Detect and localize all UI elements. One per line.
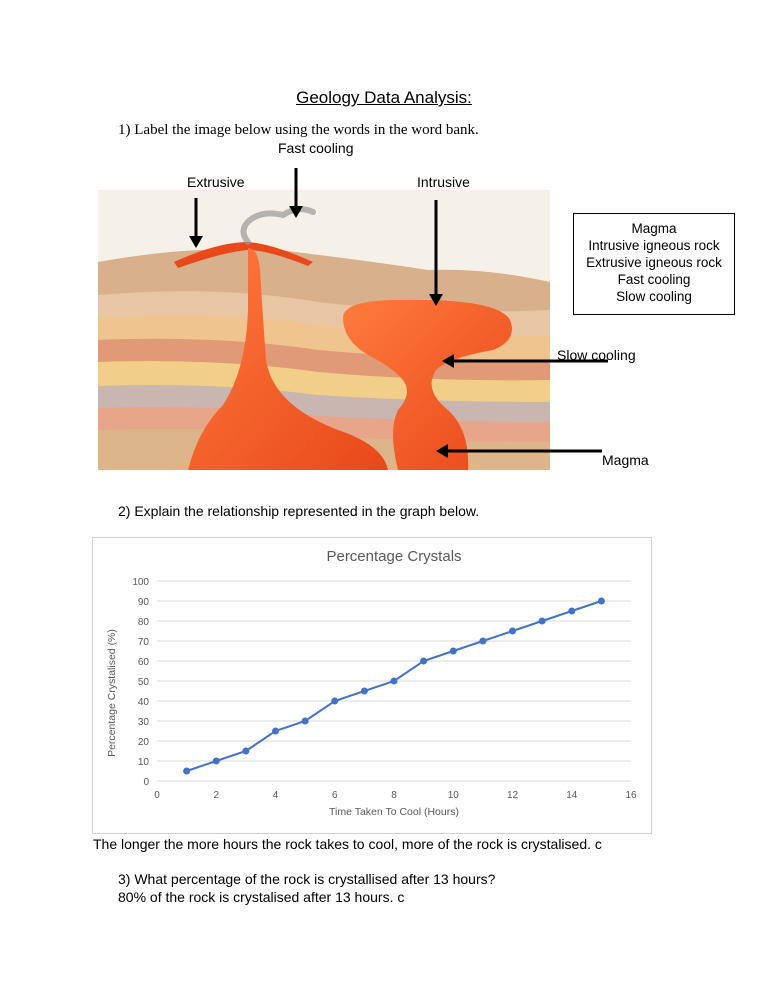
word-bank-item: Magma bbox=[631, 221, 677, 236]
x-tick-label: 6 bbox=[332, 790, 338, 801]
word-bank-item: Extrusive igneous rock bbox=[586, 255, 722, 270]
data-point bbox=[272, 727, 279, 735]
word-bank-item: Slow cooling bbox=[616, 289, 692, 304]
y-tick-label: 90 bbox=[138, 597, 150, 608]
y-tick-label: 60 bbox=[138, 657, 150, 668]
answer-2: The longer the more hours the rock takes… bbox=[93, 836, 602, 852]
y-tick-label: 10 bbox=[138, 757, 150, 768]
data-point bbox=[183, 767, 191, 775]
data-point bbox=[360, 687, 368, 695]
y-tick-label: 40 bbox=[138, 697, 150, 708]
chart-title: Percentage Crystals bbox=[326, 548, 461, 565]
page-title: Geology Data Analysis: bbox=[296, 88, 472, 107]
word-bank-item: Intrusive igneous rock bbox=[588, 238, 720, 253]
y-tick-label: 20 bbox=[138, 737, 150, 748]
x-axis-label: Time Taken To Cool (Hours) bbox=[329, 806, 459, 818]
data-point bbox=[568, 607, 576, 615]
answer-3: 80% of the rock is crystalised after 13 … bbox=[118, 889, 405, 905]
x-tick-label: 12 bbox=[507, 790, 519, 801]
data-point bbox=[390, 677, 398, 685]
y-tick-label: 100 bbox=[132, 577, 149, 588]
label-extrusive: Extrusive bbox=[187, 174, 245, 190]
x-tick-label: 0 bbox=[154, 790, 160, 801]
x-tick-label: 2 bbox=[213, 790, 219, 801]
label-magma: Magma bbox=[602, 452, 649, 468]
y-tick-label: 0 bbox=[143, 777, 149, 788]
question-3: 3) What percentage of the rock is crysta… bbox=[118, 871, 496, 887]
x-tick-label: 8 bbox=[391, 790, 397, 801]
y-tick-label: 80 bbox=[138, 617, 150, 628]
data-point bbox=[420, 657, 428, 665]
chart-container: 0 10 20 30 40 50 60 70 80 90 100 0 2 4 6 8 10 12 14 16 Perce… bbox=[92, 537, 652, 834]
data-point bbox=[538, 617, 546, 625]
data-point bbox=[331, 697, 339, 705]
x-tick-label: 14 bbox=[566, 790, 578, 801]
label-intrusive: Intrusive bbox=[417, 174, 470, 190]
y-tick-label: 30 bbox=[138, 717, 150, 728]
data-point bbox=[301, 717, 309, 725]
question-2: 2) Explain the relationship represented … bbox=[118, 503, 480, 519]
y-axis-label: Percentage Crystalised (%) bbox=[106, 629, 118, 757]
word-bank-item: Fast cooling bbox=[617, 272, 691, 287]
volcano-diagram bbox=[98, 190, 550, 470]
x-tick-label: 10 bbox=[448, 790, 460, 801]
data-point bbox=[449, 647, 457, 655]
label-fast-cooling: Fast cooling bbox=[278, 140, 354, 156]
data-point bbox=[242, 747, 250, 755]
x-tick-label: 4 bbox=[273, 790, 279, 801]
line-chart: 0 10 20 30 40 50 60 70 80 90 100 0 2 4 6 8 10 12 14 16 Perce… bbox=[106, 548, 637, 818]
data-point bbox=[479, 637, 487, 645]
data-point bbox=[212, 757, 220, 765]
question-1: 1) Label the image below using the words… bbox=[118, 122, 479, 138]
word-bank: Magma Intrusive igneous rock Extrusive i… bbox=[573, 213, 735, 315]
y-tick-label: 70 bbox=[138, 637, 150, 648]
data-point bbox=[597, 597, 605, 605]
data-point bbox=[509, 627, 516, 635]
y-tick-label: 50 bbox=[138, 677, 150, 688]
series-line bbox=[186, 600, 602, 772]
x-tick-label: 16 bbox=[625, 790, 637, 801]
label-slow-cooling: Slow cooling bbox=[557, 347, 636, 363]
